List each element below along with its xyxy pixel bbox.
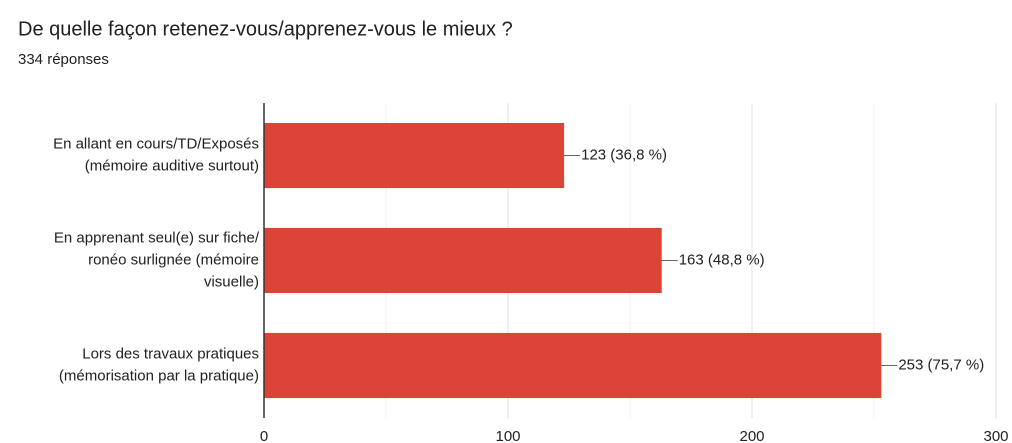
bar (264, 122, 565, 189)
y-tick-label: (mémoire auditive surtout) (85, 157, 259, 174)
value-label: 163 (48,8 %) (679, 251, 765, 268)
y-tick-label: Lors des travaux pratiques (82, 345, 259, 362)
x-tick-label: 100 (495, 428, 520, 443)
y-tick-label: ronéo surlignée (mémoire (88, 251, 259, 268)
chart-title: De quelle façon retenez-vous/apprenez-vo… (18, 18, 513, 40)
bar (264, 332, 882, 399)
y-tick-label: (mémorisation par la pratique) (59, 367, 259, 384)
x-tick-label: 300 (983, 428, 1008, 443)
x-tick-label: 0 (260, 428, 268, 443)
chart-subtitle: 334 réponses (18, 51, 109, 68)
y-tick-label: visuelle) (204, 273, 259, 290)
x-tick-label: 200 (739, 428, 764, 443)
value-label: 123 (36,8 %) (581, 146, 667, 163)
y-tick-label: En allant en cours/TD/Exposés (53, 135, 259, 152)
y-tick-label: En apprenant seul(e) sur fiche/ (54, 229, 260, 246)
value-label: 253 (75,7 %) (898, 356, 984, 373)
bar (264, 227, 662, 294)
